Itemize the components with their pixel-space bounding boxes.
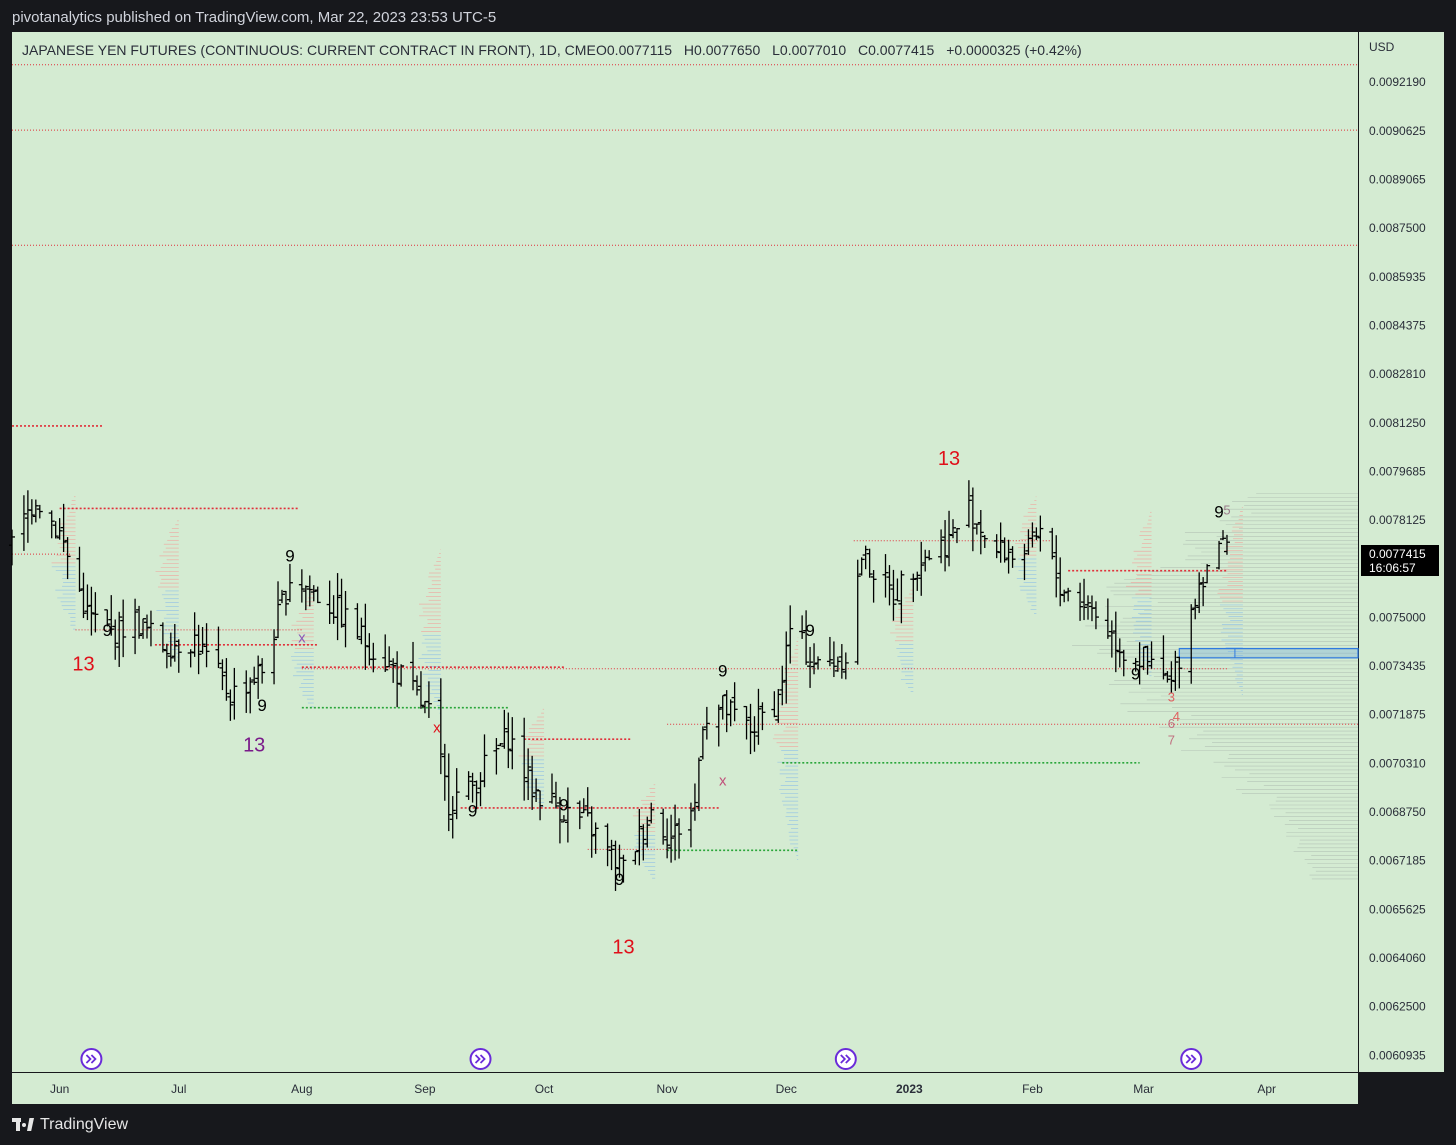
- price-tick-label: 0.0079685: [1369, 465, 1426, 479]
- time-tick-label: Feb: [1022, 1082, 1043, 1096]
- time-tick-label: Nov: [656, 1082, 677, 1096]
- legend-open-value: 0.0077115: [607, 42, 672, 58]
- td-count-9: 9: [805, 621, 814, 640]
- price-tick-label: 0.0060935: [1369, 1048, 1426, 1062]
- td-count-9: 9: [103, 621, 112, 640]
- td-count-9: 9: [559, 795, 568, 814]
- legend-open-label: O: [596, 42, 607, 58]
- price-tick-label: 0.0078125: [1369, 513, 1426, 527]
- price-tick-label: 0.0085935: [1369, 270, 1426, 284]
- time-axis[interactable]: Jun Jul Aug Sep Oct Nov Dec 2023 Feb Mar Apr: [50, 1082, 1276, 1096]
- legend-symbol: JAPANESE YEN FUTURES (CONTINUOUS: CURREN…: [22, 42, 596, 58]
- price-tick-label: 0.0081250: [1369, 416, 1426, 430]
- td-count-13: 13: [243, 734, 265, 756]
- currency-label: USD: [1369, 40, 1395, 54]
- legend-high-label: H: [684, 42, 694, 58]
- price-tick-label: 0.0084375: [1369, 318, 1426, 332]
- td-count-9: 9: [285, 546, 294, 565]
- cancel-mark: x: [433, 720, 441, 737]
- td-count-9: 9: [468, 802, 477, 821]
- time-tick-label: 2023: [896, 1082, 923, 1096]
- event-markers[interactable]: [80, 1048, 1203, 1070]
- price-tick-label: 0.0089065: [1369, 172, 1426, 186]
- time-tick-label: Aug: [291, 1082, 312, 1096]
- price-tick-label: 0.0075000: [1369, 610, 1426, 624]
- level-lines: [12, 64, 1358, 852]
- td-count-13: 13: [72, 653, 94, 675]
- bar-countdown: 16:06:57: [1369, 561, 1416, 575]
- price-tick-label: 0.0062500: [1369, 1000, 1426, 1014]
- ohlc-bars: [9, 480, 1230, 891]
- price-tick-label: 0.0064060: [1369, 951, 1426, 965]
- footer: TradingView: [0, 1104, 1456, 1145]
- price-tick-label: 0.0068750: [1369, 805, 1426, 819]
- event-icon-arrows: [474, 1054, 486, 1064]
- tradingview-logo-icon: [12, 1118, 34, 1132]
- td-count-9: 9: [718, 662, 727, 681]
- price-axis[interactable]: 0.0092190 0.0090625 0.0089065 0.0087500 0.00…: [1369, 75, 1426, 1062]
- td-count-13: 13: [612, 937, 634, 959]
- economic-event-icon[interactable]: [80, 1048, 103, 1070]
- time-tick-label: Apr: [1257, 1082, 1276, 1096]
- time-tick-label: Jul: [171, 1082, 186, 1096]
- td-count-9: 9: [1131, 665, 1140, 684]
- publish-header: pivotanalytics published on TradingView.…: [0, 0, 1456, 32]
- legend-change: +0.0000325 (+0.42%): [946, 42, 1081, 58]
- last-price-value: 0.0077415: [1369, 547, 1426, 561]
- event-icon-arrows: [1185, 1054, 1197, 1064]
- time-tick-label: Jun: [50, 1082, 69, 1096]
- economic-event-icon[interactable]: [1180, 1048, 1203, 1070]
- price-tick-label: 0.0067185: [1369, 854, 1426, 868]
- legend-high-value: 0.0077650: [694, 42, 760, 58]
- price-tick-label: 0.0082810: [1369, 367, 1426, 381]
- price-tick-label: 0.0065625: [1369, 902, 1426, 916]
- legend-low-label: L: [772, 42, 780, 58]
- legend-close-value: 0.0077415: [868, 42, 934, 58]
- price-tick-label: 0.0073435: [1369, 659, 1426, 673]
- economic-event-icon[interactable]: [834, 1048, 857, 1070]
- chart-pane[interactable]: [12, 32, 1358, 1072]
- legend-close-label: C: [858, 42, 868, 58]
- tradingview-logo[interactable]: TradingView: [12, 1116, 128, 1134]
- time-tick-label: Mar: [1133, 1082, 1154, 1096]
- price-tick-label: 0.0087500: [1369, 221, 1426, 235]
- cancel-mark: x: [719, 773, 727, 790]
- td-count-labels: 13 13 13 13 9 9 9 9 9 9 9 9 9 9 x x x 3 467 5: [72, 448, 1230, 959]
- legend-ohlc: O0.0077115 H0.0077650 L0.0077010 C0.0077…: [596, 42, 1082, 58]
- td-count-9: 9: [615, 870, 624, 889]
- td-count-13: 13: [938, 448, 960, 470]
- last-price-tag: 0.0077415 16:06:57: [1361, 545, 1439, 576]
- td-count-9: 9: [1214, 503, 1223, 522]
- setup-count-label: 3: [1168, 690, 1175, 705]
- frame-left: [0, 32, 12, 1104]
- event-icon-arrows: [840, 1054, 852, 1064]
- price-tick-label: 0.0070310: [1369, 756, 1426, 770]
- legend-low-value: 0.0077010: [780, 42, 846, 58]
- setup-count-label: 4: [1173, 709, 1180, 724]
- price-tick-label: 0.0090625: [1369, 124, 1426, 138]
- cancel-mark: x: [298, 629, 306, 646]
- setup-count-label: 5: [1223, 503, 1230, 518]
- volume-profile: [51, 493, 1358, 880]
- td-count-9: 9: [257, 696, 266, 715]
- chart-legend: JAPANESE YEN FUTURES (CONTINUOUS: CURREN…: [22, 42, 1082, 58]
- demand-zone[interactable]: [1178, 647, 1359, 659]
- time-tick-label: Dec: [776, 1082, 797, 1096]
- time-tick-label: Oct: [535, 1082, 554, 1096]
- economic-event-icon[interactable]: [469, 1048, 492, 1070]
- time-scale-panel[interactable]: [12, 1073, 1358, 1104]
- setup-count-label: 7: [1168, 732, 1175, 747]
- price-tick-label: 0.0071875: [1369, 708, 1426, 722]
- publish-info: pivotanalytics published on TradingView.…: [12, 9, 497, 26]
- setup-count-label: 6: [1168, 716, 1175, 731]
- tradingview-brand: TradingView: [40, 1116, 129, 1133]
- time-tick-label: Sep: [414, 1082, 436, 1096]
- demand-zone-box: [1178, 647, 1359, 659]
- event-icon-arrows: [85, 1054, 97, 1064]
- price-tick-label: 0.0092190: [1369, 75, 1426, 89]
- frame-right: [1444, 32, 1456, 1104]
